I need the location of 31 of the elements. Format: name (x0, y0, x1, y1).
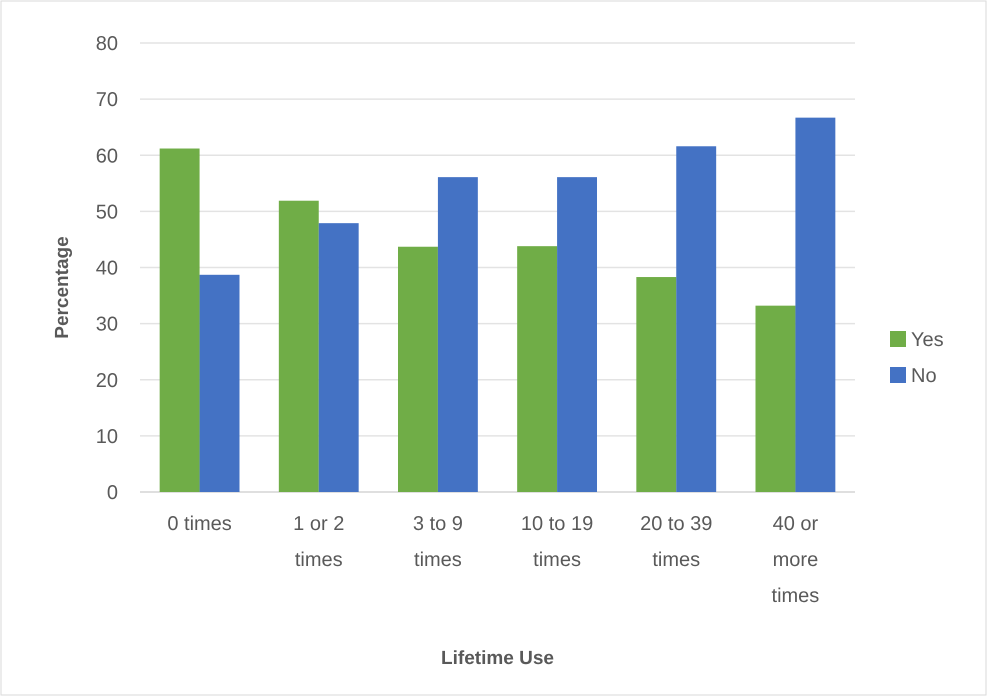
bar (795, 118, 836, 492)
x-tick-label: 1 or 2 times (293, 513, 344, 571)
bar (557, 177, 598, 492)
bar (755, 306, 796, 492)
x-tick-label: 40 or more times (772, 513, 820, 607)
y-tick-label: 10 (96, 426, 118, 448)
y-tick-label: 0 (106, 482, 118, 504)
y-tick-label: 40 (96, 258, 118, 280)
y-tick-label: 80 (96, 33, 118, 55)
y-tick-label: 60 (96, 145, 118, 168)
y-axis-title: Percentage (52, 236, 73, 339)
bar (438, 177, 478, 492)
y-tick-label: 70 (96, 89, 118, 112)
x-tick-label: 10 to 19 times (520, 513, 594, 571)
x-tick-label: 0 times (167, 513, 232, 535)
legend-label: Yes (911, 329, 944, 351)
legend-label: No (911, 365, 937, 387)
y-tick-label: 50 (96, 201, 118, 224)
bar (636, 277, 676, 492)
bar (517, 246, 558, 492)
bar (676, 146, 716, 492)
y-tick-label: 20 (96, 370, 118, 392)
bar (318, 223, 359, 492)
bar (200, 274, 240, 492)
bar (398, 246, 438, 492)
x-tick-label: 3 to 9 times (412, 513, 463, 571)
x-axis-title: Lifetime Use (441, 648, 554, 669)
bar (160, 148, 200, 492)
x-tick-label: 20 to 39 times (640, 513, 712, 571)
bar (278, 200, 319, 492)
y-tick-label: 30 (96, 314, 118, 336)
